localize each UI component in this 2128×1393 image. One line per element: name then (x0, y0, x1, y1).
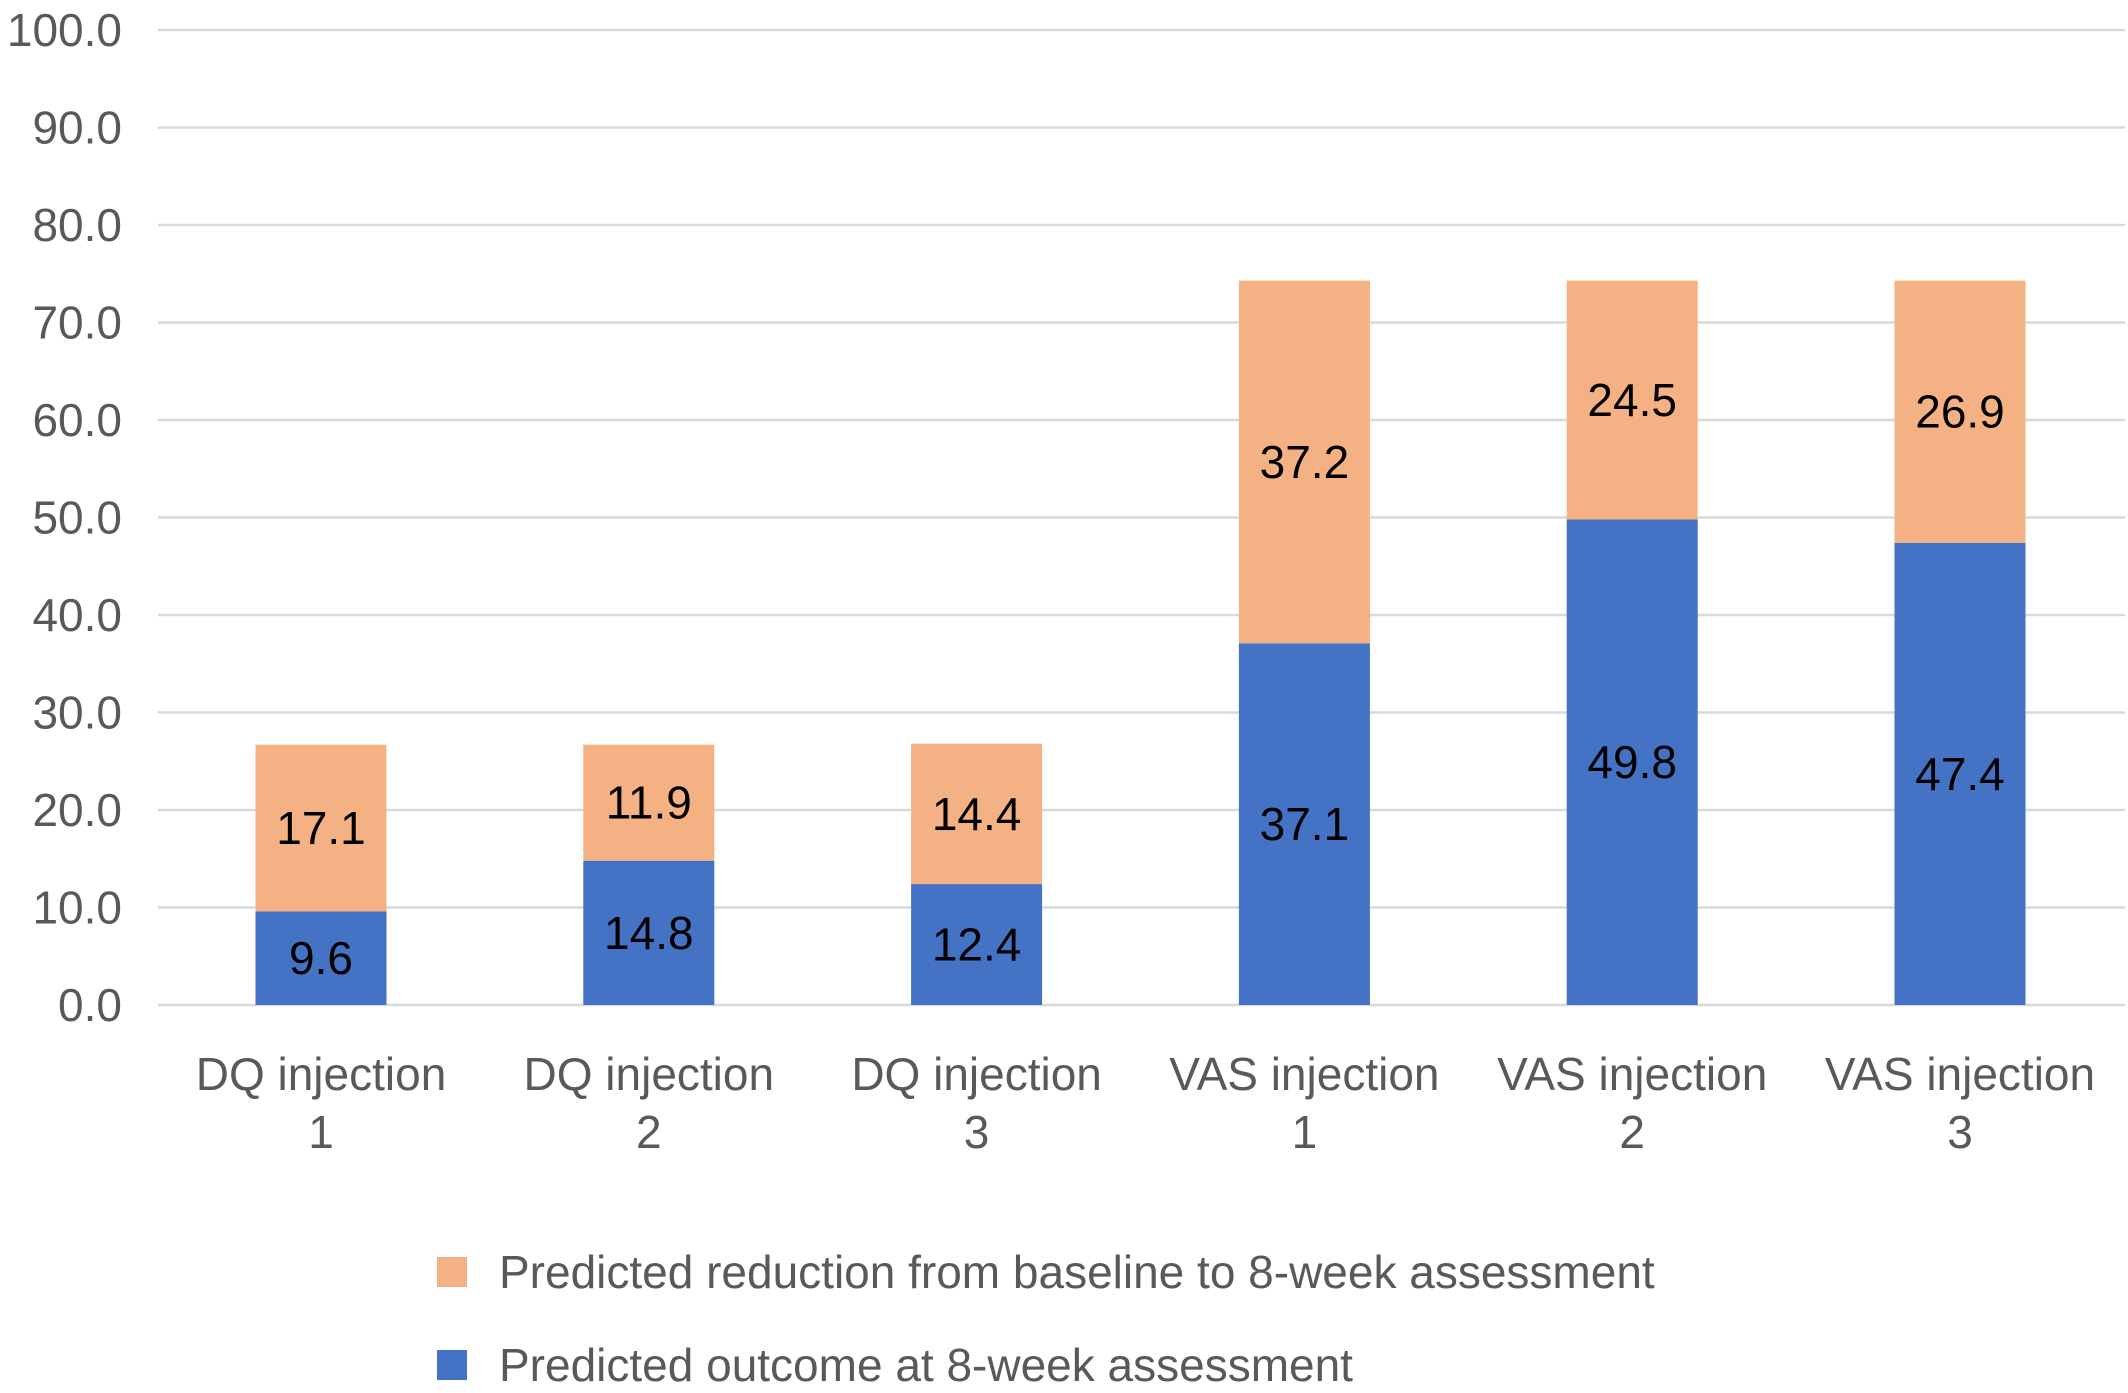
data-label: 26.9 (1915, 386, 2005, 438)
y-axis-tick-labels: 0.0 10.0 20.0 30.0 40.0 50.0 60.0 70.0 80.0 90.0 1… (7, 4, 122, 1031)
x-tick-label: DQ injection (851, 1048, 1102, 1100)
x-tick-label: 1 (308, 1106, 334, 1158)
bar-segment (1238, 280, 1370, 644)
data-label: 14.8 (604, 907, 694, 959)
y-tick-label: 40.0 (32, 589, 122, 641)
data-label: 24.5 (1587, 374, 1677, 426)
legend-entry: Predicted reduction from baseline to 8-w… (499, 1246, 1655, 1298)
bar-segment (1566, 280, 1698, 520)
bar-segment (1566, 519, 1698, 1005)
x-axis-tick-labels: DQ injection 1 DQ injection 2 DQ injection 3 V… (196, 1048, 2095, 1158)
y-tick-label: 50.0 (32, 492, 122, 544)
x-tick-label: 3 (964, 1106, 990, 1158)
gridlines (158, 28, 2125, 1007)
bar-segment (911, 884, 1043, 1005)
bar-segment (1238, 643, 1370, 1005)
y-tick-label: 60.0 (32, 394, 122, 446)
legend-swatch (437, 1257, 467, 1287)
data-label: 9.6 (289, 932, 353, 984)
x-tick-label: DQ injection (524, 1048, 775, 1100)
data-label: 37.2 (1260, 436, 1350, 488)
y-tick-label: 30.0 (32, 687, 122, 739)
bar-segment (911, 743, 1043, 885)
bar-segment (255, 744, 387, 912)
data-label: 49.8 (1587, 736, 1677, 788)
y-tick-label: 10.0 (32, 882, 122, 934)
data-label: 14.4 (932, 788, 1022, 840)
data-label: 47.4 (1915, 748, 2005, 800)
x-tick-label: VAS injection (1497, 1048, 1767, 1100)
data-label: 11.9 (606, 777, 692, 829)
x-tick-label: DQ injection (196, 1048, 447, 1100)
bar-segment (1894, 280, 2026, 543)
y-tick-label: 70.0 (32, 297, 122, 349)
data-label: 17.1 (276, 802, 366, 854)
x-tick-label: 3 (1947, 1106, 1973, 1158)
y-tick-label: 90.0 (32, 102, 122, 154)
bar-segment (1894, 542, 2026, 1005)
bar-segment (255, 911, 387, 1005)
x-tick-label: VAS injection (1825, 1048, 2095, 1100)
y-tick-label: 80.0 (32, 199, 122, 251)
x-tick-label: 2 (636, 1106, 662, 1158)
data-label: 12.4 (932, 919, 1022, 971)
bar-segment (583, 860, 715, 1005)
data-labels: 9.6 17.1 14.8 11.9 12.4 14.4 37.1 37.2 49.8 24.5 4… (276, 374, 2005, 984)
data-label: 37.1 (1260, 798, 1350, 850)
bars (255, 280, 2026, 1005)
x-tick-label: 1 (1292, 1106, 1318, 1158)
bar-segment (583, 744, 715, 861)
y-tick-label: 100.0 (7, 4, 122, 56)
x-tick-label: 2 (1619, 1106, 1645, 1158)
y-tick-label: 0.0 (58, 979, 122, 1031)
y-tick-label: 20.0 (32, 784, 122, 836)
legend-swatch (437, 1350, 467, 1380)
x-tick-label: VAS injection (1169, 1048, 1439, 1100)
legend-entry: Predicted outcome at 8-week assessment (499, 1339, 1353, 1391)
legend: Predicted reduction from baseline to 8-w… (437, 1246, 1655, 1391)
